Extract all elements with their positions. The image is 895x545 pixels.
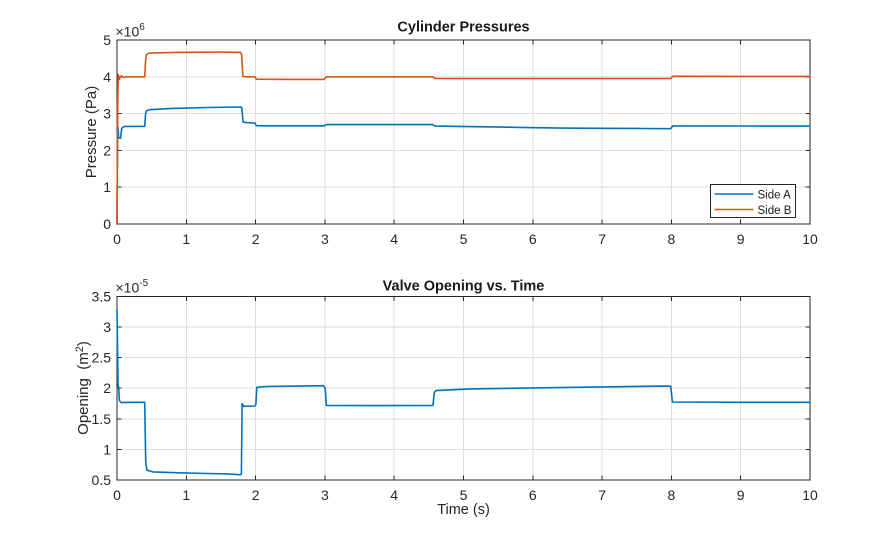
svg-text:8: 8 <box>668 231 676 247</box>
svg-text:Pressure (Pa): Pressure (Pa) <box>83 86 100 179</box>
svg-text:5: 5 <box>460 487 468 503</box>
svg-text:3.5: 3.5 <box>92 289 112 305</box>
svg-text:5: 5 <box>103 32 111 48</box>
svg-text:Side A: Side A <box>758 190 792 202</box>
svg-text:7: 7 <box>598 231 606 247</box>
svg-text:1: 1 <box>182 231 190 247</box>
svg-text:1.5: 1.5 <box>92 411 112 427</box>
svg-text:1: 1 <box>103 179 111 195</box>
svg-text:Opening (m2): Opening (m2) <box>74 341 92 435</box>
svg-text:2: 2 <box>252 487 260 503</box>
svg-text:7: 7 <box>598 487 606 503</box>
svg-text:4: 4 <box>390 487 398 503</box>
svg-text:Time (s): Time (s) <box>437 502 490 518</box>
svg-text:10: 10 <box>802 231 818 247</box>
svg-text:0.5: 0.5 <box>92 472 112 488</box>
svg-text:6: 6 <box>529 231 537 247</box>
svg-text:Side B: Side B <box>758 205 792 217</box>
svg-text:2: 2 <box>252 231 260 247</box>
svg-text:0: 0 <box>113 231 121 247</box>
svg-text:1: 1 <box>182 487 190 503</box>
svg-text:Cylinder Pressures: Cylinder Pressures <box>397 20 529 36</box>
svg-text:6: 6 <box>529 487 537 503</box>
svg-text:3: 3 <box>321 231 329 247</box>
svg-text:8: 8 <box>668 487 676 503</box>
svg-text:0: 0 <box>113 487 121 503</box>
svg-text:9: 9 <box>737 487 745 503</box>
svg-text:9: 9 <box>737 231 745 247</box>
svg-text:1: 1 <box>103 441 111 457</box>
svg-text:5: 5 <box>460 231 468 247</box>
svg-text:4: 4 <box>103 69 111 85</box>
svg-text:3: 3 <box>103 319 111 335</box>
svg-text:0: 0 <box>103 216 111 232</box>
svg-text:4: 4 <box>390 231 398 247</box>
svg-text:10: 10 <box>802 487 818 503</box>
svg-text:×106: ×106 <box>116 22 146 39</box>
svg-text:2.5: 2.5 <box>92 350 112 366</box>
svg-text:2: 2 <box>103 142 111 158</box>
svg-text:2: 2 <box>103 380 111 396</box>
svg-text:3: 3 <box>103 106 111 122</box>
svg-text:Valve Opening vs. Time: Valve Opening vs. Time <box>383 279 545 295</box>
svg-text:3: 3 <box>321 487 329 503</box>
